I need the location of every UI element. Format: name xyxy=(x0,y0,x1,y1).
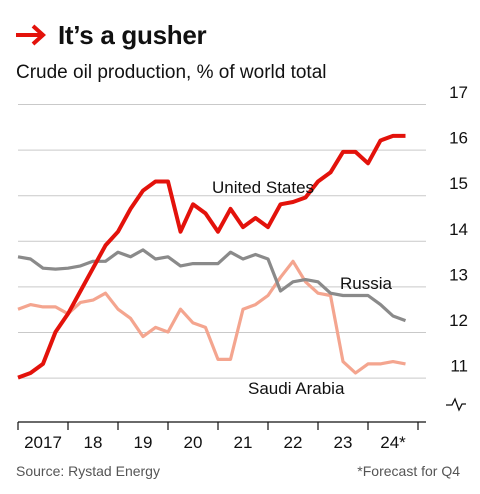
series-labels: United States Russia Saudi Arabia xyxy=(212,178,393,398)
series-line-saudi-arabia xyxy=(17,259,406,375)
source-note: Source: Rystad Energy xyxy=(16,463,160,479)
x-tick-label: 2017 xyxy=(24,433,62,452)
gridlines xyxy=(18,104,426,379)
series-label-saudi-arabia: Saudi Arabia xyxy=(248,379,345,398)
series-lines xyxy=(17,133,407,380)
title-row: It’s a gusher xyxy=(16,18,207,52)
y-tick-label: 12 xyxy=(449,311,468,330)
x-tick-label: 22 xyxy=(284,433,303,452)
forecast-footnote: *Forecast for Q4 xyxy=(357,463,460,479)
y-tick-label: 14 xyxy=(449,220,468,239)
series-label-russia: Russia xyxy=(340,274,393,293)
y-tick-label: 15 xyxy=(449,174,468,193)
axis-break-icon xyxy=(446,397,466,412)
y-tick-label: 17 xyxy=(449,83,468,102)
x-tick-label: 21 xyxy=(234,433,253,452)
x-axis-ticks: 2017 18 19 20 21 22 23 24* xyxy=(17,422,419,452)
series-line-united-states xyxy=(17,133,406,380)
y-tick-label: 11 xyxy=(450,357,468,376)
chart-title: It’s a gusher xyxy=(58,19,207,50)
chart-subtitle: Crude oil production, % of world total xyxy=(16,62,327,83)
y-tick-label: 13 xyxy=(449,265,468,284)
y-tick-label: 16 xyxy=(449,129,468,148)
x-tick-label: 24* xyxy=(380,433,406,452)
x-tick-label: 19 xyxy=(134,433,153,452)
right-arrow-icon xyxy=(16,24,46,46)
y-axis-ticks: 11 12 13 14 15 16 17 xyxy=(446,83,468,412)
x-tick-label: 23 xyxy=(334,433,353,452)
series-line-russia xyxy=(17,248,407,323)
x-tick-label: 18 xyxy=(84,433,103,452)
x-tick-label: 20 xyxy=(184,433,203,452)
series-label-united-states: United States xyxy=(212,178,314,197)
